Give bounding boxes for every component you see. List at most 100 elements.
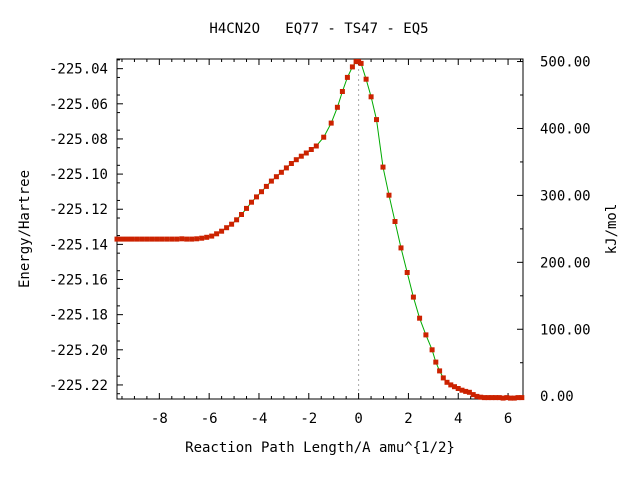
data-point: [493, 395, 499, 401]
y-tick-label: -225.18: [49, 308, 108, 324]
data-point: [139, 236, 145, 242]
data-point: [249, 199, 254, 205]
x-tick-label: 6: [504, 411, 512, 427]
data-point: [219, 228, 225, 234]
data-point: [363, 76, 369, 82]
energy-profile-line: [117, 61, 522, 399]
y-tick-label: -225.08: [49, 132, 108, 148]
data-point: [392, 219, 398, 224]
y-axis-label: Energy/Hartree: [17, 170, 33, 288]
data-point: [313, 143, 319, 149]
x-tick-label: 2: [404, 411, 412, 427]
data-point: [259, 189, 264, 195]
data-point: [164, 236, 170, 242]
data-point: [119, 236, 125, 242]
data-point: [149, 236, 155, 242]
data-point: [159, 236, 165, 242]
y-axis-ticks: -225.04 -225.06 -225.08 -225.10 -225.12 -225.…: [49, 59, 123, 395]
y-tick-label: -225.12: [49, 202, 108, 218]
data-point: [298, 153, 304, 159]
y-tick-label: -225.10: [49, 167, 108, 183]
x-tick-label: -8: [151, 411, 168, 427]
data-point: [474, 393, 480, 399]
data-point: [254, 194, 259, 200]
y-tick-label: -225.20: [49, 343, 108, 359]
data-point: [283, 165, 289, 171]
data-point: [429, 347, 435, 353]
data-point: [209, 233, 215, 239]
data-point: [179, 236, 185, 242]
data-point: [448, 382, 454, 388]
x-tick-label: 0: [354, 411, 362, 427]
data-point: [433, 359, 439, 365]
data-point: [293, 157, 299, 163]
data-point: [268, 178, 274, 184]
data-point: [334, 104, 340, 110]
data-point: [485, 395, 491, 401]
x-tick-label: 4: [454, 411, 462, 427]
data-point: [500, 395, 506, 401]
data-point: [463, 388, 469, 394]
data-point: [129, 236, 135, 242]
y2-axis-label: kJ/mol: [604, 204, 620, 255]
data-point: [489, 395, 495, 401]
data-point: [263, 183, 269, 189]
plot-frame: [116, 58, 524, 400]
x-tick-label: -6: [201, 411, 218, 427]
data-point: [124, 236, 130, 242]
data-point: [374, 117, 379, 123]
chart-title: H4CN2O EQ77 - TS47 - EQ5: [209, 21, 428, 37]
data-point: [328, 120, 334, 126]
data-point: [239, 212, 244, 217]
data-point: [278, 169, 284, 175]
data-point: [234, 217, 240, 223]
data-point: [410, 294, 416, 300]
y-tick-label: -225.22: [49, 378, 108, 394]
data-point: [184, 236, 190, 242]
data-point: [134, 236, 140, 242]
data-point: [174, 236, 180, 242]
data-point: [437, 368, 443, 374]
y2-tick-label: 300.00: [540, 188, 591, 204]
y-tick-label: -225.06: [49, 97, 108, 113]
data-point: [466, 389, 472, 395]
data-point: [154, 236, 160, 242]
data-point: [199, 235, 205, 241]
data-point: [303, 150, 309, 156]
data-point: [440, 375, 446, 381]
data-point: [244, 205, 249, 211]
y-tick-label: -225.04: [49, 62, 108, 78]
data-point: [478, 394, 484, 400]
data-point: [321, 134, 327, 140]
data-point: [204, 234, 210, 240]
y2-tick-label: 500.00: [540, 55, 591, 71]
x-tick-label: -2: [300, 411, 317, 427]
x-axis-ticks: -8 -6 -4 -2 0 2 4 6: [121, 59, 522, 427]
data-point: [339, 89, 345, 94]
y2-tick-label: 0.00: [540, 389, 574, 405]
data-point: [368, 94, 374, 100]
data-point: [444, 379, 450, 385]
data-point: [358, 60, 364, 66]
data-point: [224, 225, 230, 231]
y2-tick-label: 400.00: [540, 121, 591, 137]
data-point: [114, 236, 120, 242]
data-point: [404, 270, 410, 275]
data-point: [273, 174, 279, 180]
data-point: [481, 395, 487, 401]
data-point: [519, 395, 525, 401]
data-point: [194, 236, 200, 242]
y-tick-label: -225.14: [49, 237, 108, 253]
y2-tick-label: 200.00: [540, 255, 591, 271]
data-point: [452, 384, 457, 390]
data-point: [511, 395, 517, 401]
data-point: [496, 395, 502, 401]
x-axis-label: Reaction Path Length/A amu^{1/2}: [185, 440, 455, 456]
data-point: [515, 395, 521, 401]
data-point: [504, 395, 510, 401]
data-point: [459, 387, 465, 393]
data-point: [455, 386, 461, 391]
x-tick-label: -4: [251, 411, 268, 427]
data-point: [169, 236, 175, 242]
data-point: [508, 395, 513, 401]
